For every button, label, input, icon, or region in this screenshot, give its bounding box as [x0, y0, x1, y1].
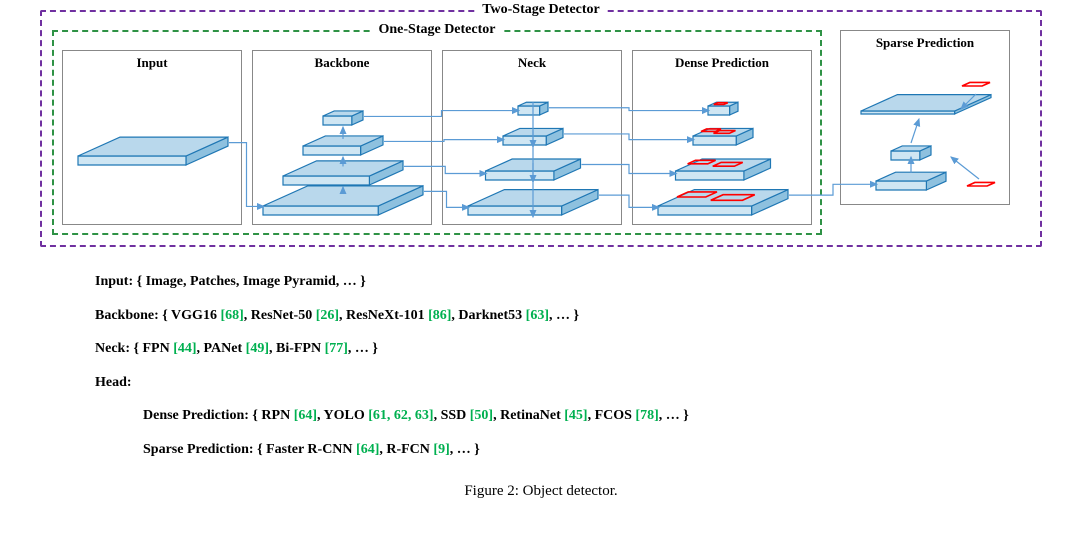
panel-backbone: Backbone	[252, 50, 432, 225]
legend-head: Head:	[95, 366, 1042, 400]
legend-neck: Neck: { FPN [44], PANet [49], Bi-FPN [77…	[95, 332, 1042, 366]
panel-neck: Neck	[442, 50, 622, 225]
one-stage-label: One-Stage Detector	[372, 22, 501, 37]
legend-dense: Dense Prediction: { RPN [64], YOLO [61, …	[143, 399, 1042, 433]
legend-sparse: Sparse Prediction: { Faster R-CNN [64], …	[143, 433, 1042, 467]
legend: Input: { Image, Patches, Image Pyramid, …	[95, 265, 1042, 467]
two-stage-label: Two-Stage Detector	[476, 2, 606, 17]
legend-input: Input: { Image, Patches, Image Pyramid, …	[95, 265, 1042, 299]
figure-caption: Figure 2: Object detector.	[40, 483, 1042, 500]
panel-dense: Dense Prediction	[632, 50, 812, 225]
one-stage-box: One-Stage Detector Input Backbone Neck D…	[52, 30, 822, 235]
panel-input: Input	[62, 50, 242, 225]
figure-root: Two-Stage Detector One-Stage Detector In…	[0, 0, 1082, 520]
two-stage-box: Two-Stage Detector One-Stage Detector In…	[40, 10, 1042, 247]
legend-backbone: Backbone: { VGG16 [68], ResNet-50 [26], …	[95, 299, 1042, 333]
panel-sparse: Sparse Prediction	[840, 30, 1010, 205]
panel-row: One-Stage Detector Input Backbone Neck D…	[52, 30, 1030, 235]
